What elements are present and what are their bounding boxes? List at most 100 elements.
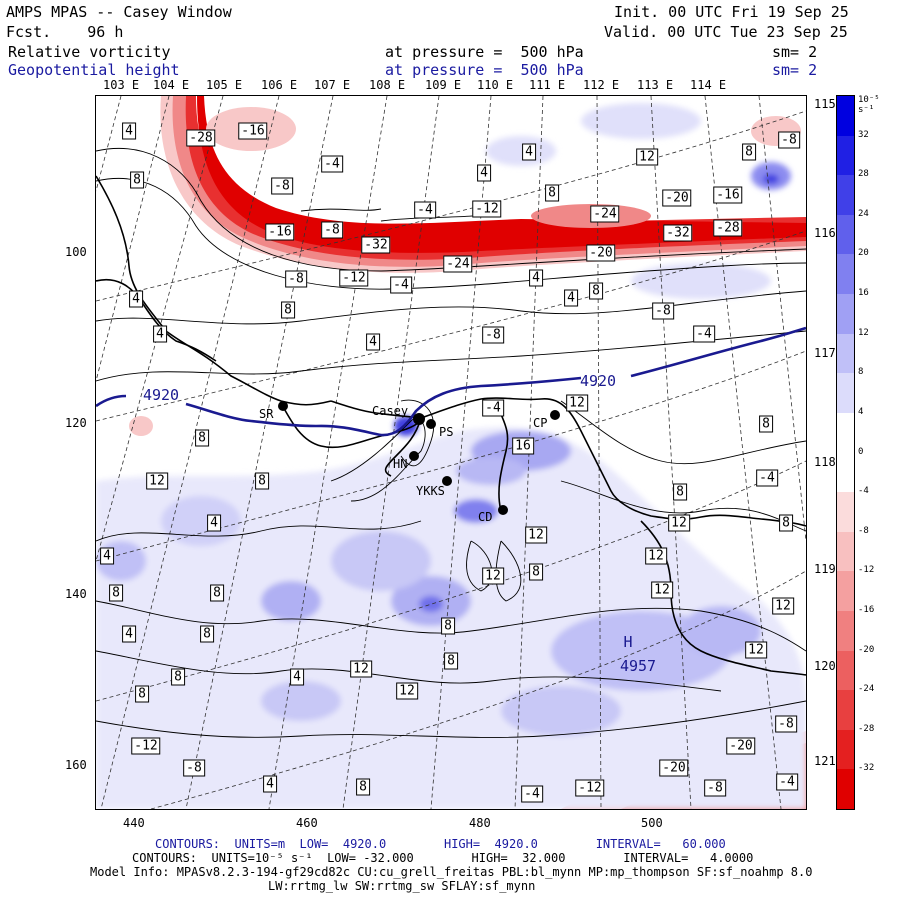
vorticity-label: -32 bbox=[361, 236, 391, 254]
vorticity-label: 12 bbox=[651, 581, 673, 599]
color-bar-label: 32 bbox=[858, 129, 869, 140]
vorticity-label: 16 bbox=[512, 437, 534, 455]
top-lon-label: 107 E bbox=[314, 78, 351, 92]
color-bar-swatch bbox=[837, 729, 854, 770]
vorticity-label: 8 bbox=[529, 563, 543, 581]
vorticity-label: 8 bbox=[130, 171, 144, 189]
vorticity-label: 12 bbox=[645, 547, 667, 565]
latitude-grid-lines bbox=[96, 110, 806, 809]
vorticity-label: -4 bbox=[693, 325, 715, 343]
station-label-ps: PS bbox=[439, 425, 454, 439]
vorticity-label: 8 bbox=[171, 668, 185, 686]
plot-title: AMPS MPAS -- Casey Window bbox=[6, 3, 232, 21]
top-lon-label: 112 E bbox=[583, 78, 620, 92]
vorticity-label: 8 bbox=[356, 778, 370, 796]
vorticity-label: 4 bbox=[122, 122, 136, 140]
vorticity-label: -8 bbox=[321, 221, 343, 239]
vorticity-label: -24 bbox=[443, 255, 473, 273]
vorticity-label: -4 bbox=[390, 276, 412, 294]
field2-smooth: sm= 2 bbox=[772, 61, 818, 79]
color-bar-label: -16 bbox=[858, 604, 875, 615]
color-bar-label: 20 bbox=[858, 248, 869, 259]
vorticity-label: -12 bbox=[472, 200, 502, 218]
field1-name: Relative vorticity bbox=[8, 43, 171, 61]
vorticity-label: -28 bbox=[186, 129, 216, 147]
vorticity-label: 4 bbox=[153, 325, 167, 343]
vorticity-label: -4 bbox=[482, 399, 504, 417]
vorticity-label: 12 bbox=[350, 660, 372, 678]
vorticity-label: 8 bbox=[210, 584, 224, 602]
vorticity-label: -12 bbox=[131, 737, 161, 755]
valid-time: Valid. 00 UTC Tue 23 Sep 25 bbox=[604, 23, 848, 41]
vorticity-label: 8 bbox=[742, 143, 756, 161]
vorticity-label: 4 bbox=[564, 289, 578, 307]
field2-level: at pressure = 500 hPa bbox=[385, 61, 584, 79]
vorticity-label: -12 bbox=[339, 269, 369, 287]
color-bar-swatch bbox=[837, 412, 854, 453]
color-bar-swatch bbox=[837, 175, 854, 216]
top-lon-label: 113 E bbox=[637, 78, 674, 92]
coastline bbox=[96, 175, 806, 676]
color-bar-swatch bbox=[837, 571, 854, 612]
color-bar-label: -20 bbox=[858, 644, 875, 655]
y-tick-140: 140 bbox=[65, 587, 87, 601]
vorticity-label: 8 bbox=[589, 282, 603, 300]
x-tick-460: 460 bbox=[296, 816, 318, 830]
vorticity-label: 8 bbox=[759, 415, 773, 433]
color-bar-label: 16 bbox=[858, 288, 869, 299]
height-label: 4957 bbox=[619, 657, 657, 675]
vorticity-label: -4 bbox=[521, 785, 543, 803]
vorticity-label: -20 bbox=[662, 189, 692, 207]
vorticity-label: 8 bbox=[135, 685, 149, 703]
vorticity-label: 12 bbox=[146, 472, 168, 490]
vorticity-label: 12 bbox=[745, 641, 767, 659]
vorticity-label: -8 bbox=[778, 131, 800, 149]
field2-name: Geopotential height bbox=[8, 61, 180, 79]
station-label-cd: CD bbox=[478, 510, 493, 524]
color-bar-label: -32 bbox=[858, 763, 875, 774]
vorticity-label: -8 bbox=[652, 302, 674, 320]
vorticity-label: 8 bbox=[441, 617, 455, 635]
vorticity-label: -16 bbox=[713, 186, 743, 204]
y-tick-120: 120 bbox=[65, 416, 87, 430]
top-lon-label: 104 E bbox=[153, 78, 190, 92]
top-lon-label: 110 E bbox=[477, 78, 514, 92]
color-bar-swatch bbox=[837, 492, 854, 533]
color-bar-swatch bbox=[837, 135, 854, 176]
vorticity-label: -20 bbox=[659, 759, 689, 777]
vorticity-label: 4 bbox=[477, 164, 491, 182]
model-info-2: LW:rrtmg_lw SW:rrtmg_sw SFLAY:sf_mynn bbox=[268, 879, 536, 893]
vorticity-label: -8 bbox=[183, 759, 205, 777]
color-bar-label: -24 bbox=[858, 684, 875, 695]
station-markers bbox=[278, 401, 560, 515]
vorticity-contours bbox=[96, 148, 806, 738]
top-lon-label: 108 E bbox=[369, 78, 406, 92]
vorticity-label: 8 bbox=[281, 301, 295, 319]
color-bar-swatch bbox=[837, 452, 854, 493]
vorticity-label: 12 bbox=[396, 682, 418, 700]
color-bar-label: 28 bbox=[858, 169, 869, 180]
vorticity-label: 4 bbox=[207, 514, 221, 532]
map-canvas bbox=[96, 96, 806, 809]
vorticity-label: 12 bbox=[525, 526, 547, 544]
vorticity-label: -16 bbox=[265, 223, 295, 241]
y-tick-100: 100 bbox=[65, 245, 87, 259]
vorticity-label: -8 bbox=[285, 270, 307, 288]
vorticity-label: -20 bbox=[726, 737, 756, 755]
vorticity-label: 8 bbox=[673, 483, 687, 501]
field1-smooth: sm= 2 bbox=[772, 43, 818, 61]
color-bar-label: 0 bbox=[858, 446, 864, 457]
color-bar-label: -4 bbox=[858, 486, 869, 497]
x-tick-440: 440 bbox=[123, 816, 145, 830]
color-bar bbox=[836, 95, 855, 810]
station-label-casey: Casey bbox=[372, 404, 409, 418]
height-label: H bbox=[623, 633, 633, 651]
vorticity-label: -16 bbox=[238, 122, 268, 140]
vorticity-label: -12 bbox=[575, 779, 605, 797]
color-bar-swatch bbox=[837, 96, 854, 137]
station-label-cp: CP bbox=[533, 416, 548, 430]
color-bar-swatch bbox=[837, 294, 854, 335]
vorticity-label: 8 bbox=[109, 584, 123, 602]
map-panel: SR Casey PS HN YKKS CD CP -28 -16 4 -4 8 -8 4 4… bbox=[95, 95, 807, 810]
x-tick-500: 500 bbox=[641, 816, 663, 830]
